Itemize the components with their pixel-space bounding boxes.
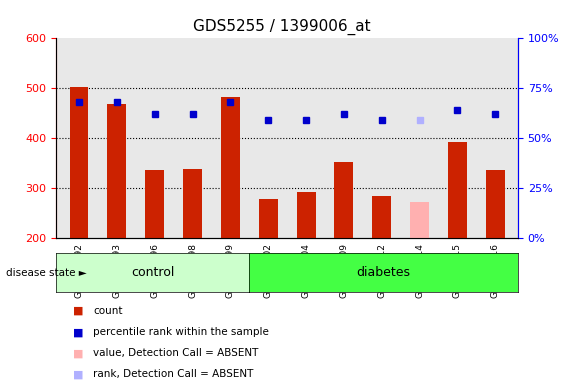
Text: rank, Detection Call = ABSENT: rank, Detection Call = ABSENT	[93, 369, 253, 379]
Text: GDS5255 / 1399006_at: GDS5255 / 1399006_at	[193, 19, 370, 35]
Text: disease state ►: disease state ►	[6, 268, 86, 278]
Bar	[259, 199, 278, 238]
Bar	[334, 162, 354, 238]
Text: ■: ■	[73, 306, 84, 316]
Bar	[70, 87, 88, 238]
Bar	[372, 196, 391, 238]
Text: ■: ■	[73, 327, 84, 337]
Bar	[410, 202, 429, 238]
Bar	[145, 170, 164, 238]
Text: control: control	[131, 266, 174, 279]
Text: diabetes: diabetes	[356, 266, 410, 279]
Bar	[221, 97, 240, 238]
Bar	[108, 104, 126, 238]
Bar	[448, 142, 467, 238]
Bar	[297, 192, 315, 238]
Text: count: count	[93, 306, 122, 316]
Bar	[486, 170, 504, 238]
Text: value, Detection Call = ABSENT: value, Detection Call = ABSENT	[93, 348, 258, 358]
Text: ■: ■	[73, 369, 84, 379]
Bar	[183, 169, 202, 238]
Text: percentile rank within the sample: percentile rank within the sample	[93, 327, 269, 337]
Text: ■: ■	[73, 348, 84, 358]
